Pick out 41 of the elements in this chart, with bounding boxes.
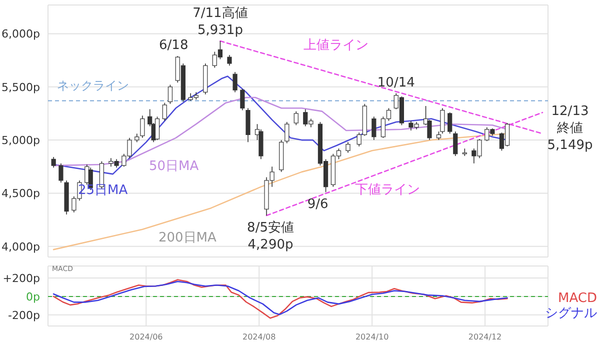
candlestick — [51, 156, 56, 168]
candlestick — [453, 131, 458, 156]
y-tick-label: +200p — [2, 272, 40, 285]
annotation: 8/5安値 4,290p — [247, 220, 294, 253]
candlestick — [240, 88, 245, 111]
candlestick — [284, 122, 290, 144]
candlestick — [294, 110, 298, 126]
candlestick — [162, 102, 167, 122]
y-tick-label: 4,000p — [2, 240, 40, 254]
candlestick — [232, 72, 238, 93]
candlestick — [154, 116, 160, 140]
annotation: 9/6 — [307, 197, 328, 212]
series-label: 上値ライン — [304, 38, 369, 54]
y-tick-label: 5,000p — [2, 134, 40, 148]
ref-line-label: ネックライン — [57, 78, 129, 93]
line-series — [52, 133, 508, 250]
y-tick-label: -200p — [8, 308, 40, 322]
x-tick-label: 2024/10 — [355, 332, 389, 342]
y-tick-label: 6,000p — [2, 28, 40, 41]
series-label: 200日MA — [158, 230, 217, 246]
text: シグナル — [545, 306, 597, 321]
annotation: 6/18 — [159, 38, 188, 54]
y-tick-label: 5,500p — [2, 80, 40, 94]
y-tick-label: 0p — [26, 290, 40, 304]
text: MACD — [558, 291, 597, 306]
candlestick — [448, 112, 452, 134]
series-label: 50日MA — [148, 158, 199, 174]
candlestick — [346, 142, 350, 154]
candlestick — [168, 84, 173, 104]
y-tick-label: 4,500p — [2, 187, 40, 200]
candlestick — [58, 163, 64, 183]
annotation: 7/11高値 5,931p — [192, 5, 248, 38]
x-tick-label: 2024/08 — [242, 332, 276, 342]
x-tick-label: 2024/12 — [468, 332, 502, 342]
annotation: 12/13 終値 5,149p — [547, 104, 593, 153]
candlestick — [140, 115, 145, 138]
candlestick — [227, 54, 232, 66]
series-label: 下値ライン — [355, 182, 420, 198]
x-tick-label: 2024/06 — [130, 332, 163, 342]
annotation: 10/14 — [377, 75, 415, 90]
candlestick — [372, 116, 376, 140]
